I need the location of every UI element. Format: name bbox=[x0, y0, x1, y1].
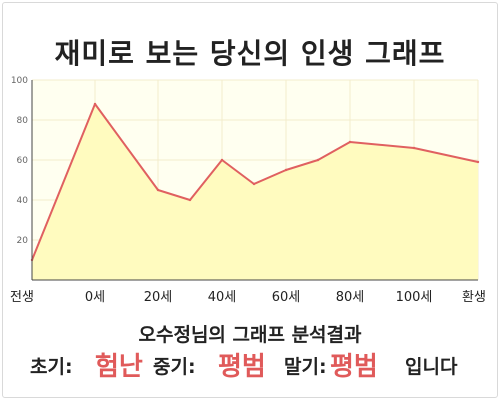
series-area bbox=[32, 104, 478, 280]
x-tick-label: 전생 bbox=[10, 290, 34, 305]
x-tick-label: 환생 bbox=[462, 290, 486, 305]
x-tick-label: 80세 bbox=[336, 290, 365, 305]
y-tick-label: 60 bbox=[17, 156, 29, 166]
x-tick-label: 100세 bbox=[396, 290, 433, 305]
data-point bbox=[188, 198, 192, 202]
data-point bbox=[348, 140, 352, 144]
x-tick-label: 60세 bbox=[272, 290, 301, 305]
x-tick-label: 0세 bbox=[85, 290, 105, 305]
data-point bbox=[412, 146, 416, 150]
early-label: 초기: bbox=[30, 356, 73, 378]
y-tick-label: 40 bbox=[17, 196, 29, 206]
y-tick-label: 80 bbox=[17, 116, 29, 126]
result-heading: 오수정님의 그래프 분석결과 bbox=[138, 324, 362, 346]
data-points bbox=[30, 102, 480, 262]
y-tick-label: 100 bbox=[11, 76, 28, 86]
ending-text: 입니다 bbox=[405, 356, 458, 378]
data-point bbox=[93, 102, 97, 106]
late-value: 평범 bbox=[330, 352, 378, 382]
mid-value: 평범 bbox=[218, 352, 266, 382]
mid-label: 중기: bbox=[153, 356, 196, 378]
data-point bbox=[284, 168, 288, 172]
late-label: 말기: bbox=[284, 356, 327, 378]
data-point bbox=[316, 158, 320, 162]
page-title: 재미로 보는 당신의 인생 그래프 bbox=[54, 37, 446, 70]
x-tick-label: 40세 bbox=[208, 290, 237, 305]
data-point bbox=[220, 158, 224, 162]
y-axis-ticks: 20 40 60 80 100 bbox=[11, 76, 28, 246]
early-value: 험난 bbox=[95, 352, 143, 382]
x-tick-label: 20세 bbox=[144, 290, 173, 305]
data-point bbox=[252, 182, 256, 186]
result-summary: 초기: 험난 중기: 평범 말기: 평범 입니다 bbox=[30, 348, 480, 382]
data-point bbox=[156, 188, 160, 192]
x-axis-ticks: 전생 0세 20세 40세 60세 80세 100세 환생 bbox=[10, 290, 486, 305]
data-point bbox=[476, 160, 480, 164]
y-tick-label: 20 bbox=[17, 236, 29, 246]
